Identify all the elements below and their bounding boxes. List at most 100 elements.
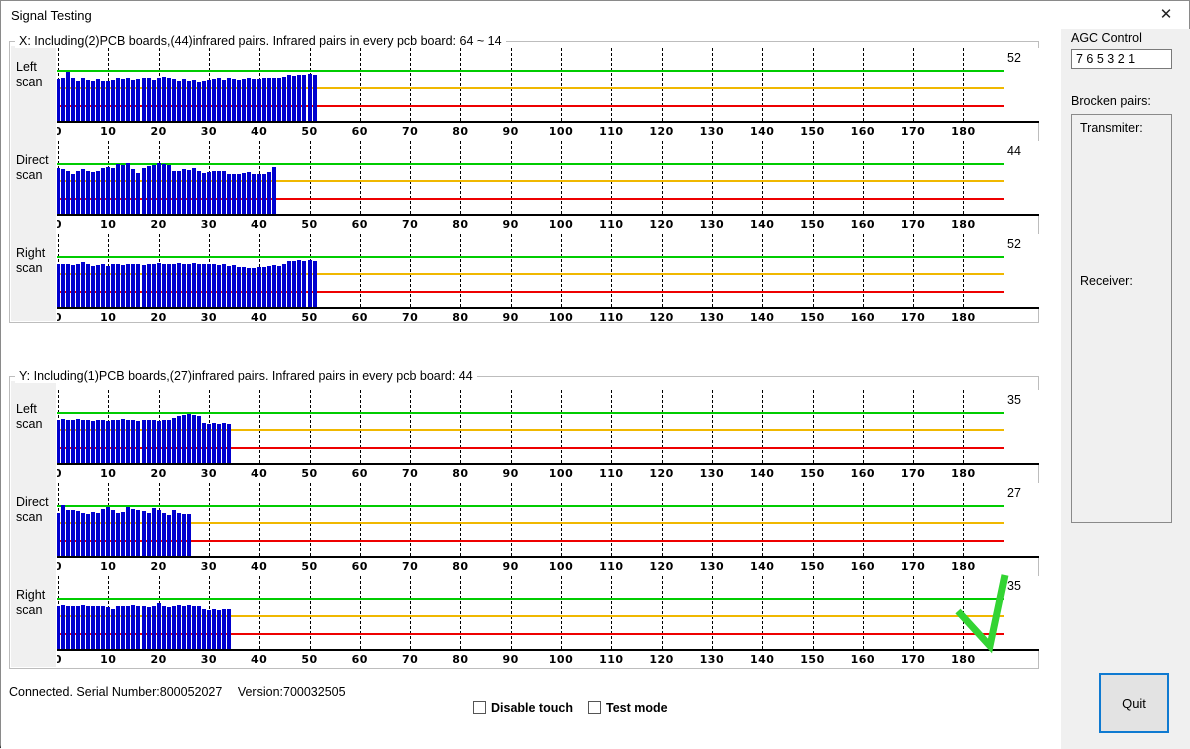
gridline xyxy=(661,234,663,307)
yellow-threshold-line xyxy=(57,273,1004,275)
x-tick-label: 150 xyxy=(800,653,825,666)
x-tick-label: 90 xyxy=(502,467,519,480)
disable-touch-checkbox[interactable]: Disable touch xyxy=(473,699,573,715)
gridline xyxy=(862,390,864,463)
x-tick-label: 0 xyxy=(57,311,63,324)
signal-bar xyxy=(176,262,181,307)
x-tick-label: 100 xyxy=(548,125,574,138)
window-title: Signal Testing xyxy=(11,8,92,23)
signal-bar xyxy=(156,421,161,463)
gridline xyxy=(410,48,412,121)
gridline xyxy=(309,390,311,463)
signal-bar xyxy=(272,166,277,214)
signal-plot xyxy=(57,576,1039,651)
signal-bar xyxy=(232,79,237,121)
x-tick-label: 0 xyxy=(57,560,63,573)
x-tick-label: 100 xyxy=(548,467,574,480)
yellow-threshold-line xyxy=(57,429,1004,431)
signal-bar xyxy=(96,171,101,214)
gridline xyxy=(460,483,462,556)
signal-bar xyxy=(101,508,106,556)
agc-control-input[interactable] xyxy=(1071,49,1172,69)
signal-bar xyxy=(126,606,131,649)
signal-bar xyxy=(191,168,196,214)
signal-bar xyxy=(196,415,201,463)
signal-bar xyxy=(191,415,196,463)
x-tick-label: 40 xyxy=(251,467,268,480)
signal-plot xyxy=(57,48,1039,123)
signal-bar xyxy=(156,262,161,307)
agc-control-label: AGC Control xyxy=(1071,31,1142,45)
signal-bar xyxy=(252,173,257,214)
signal-bar xyxy=(312,261,317,307)
x-tick-label: 30 xyxy=(200,560,218,573)
signal-bar xyxy=(186,263,191,307)
x-tick-label: 80 xyxy=(452,218,469,231)
signal-bar xyxy=(297,259,302,307)
signal-bar xyxy=(161,263,166,307)
x-tick-label: 30 xyxy=(200,218,218,231)
signal-bar xyxy=(176,604,181,649)
red-threshold-line xyxy=(57,291,1004,293)
x-tick-label: 20 xyxy=(150,218,167,231)
gridline xyxy=(561,234,562,307)
gridline xyxy=(711,390,713,463)
gridline xyxy=(410,483,412,556)
signal-bar xyxy=(61,418,66,463)
x-tick-label: 50 xyxy=(301,125,318,138)
gridline xyxy=(762,141,764,214)
x-tick-label: 160 xyxy=(850,560,876,573)
signal-bar xyxy=(196,263,201,307)
gridline xyxy=(259,576,261,649)
checkbox-icon[interactable] xyxy=(473,701,486,714)
gridline xyxy=(309,483,311,556)
x-tick-label: 30 xyxy=(200,311,218,324)
signal-bar xyxy=(86,264,91,307)
signal-bar xyxy=(221,79,226,121)
signal-bar xyxy=(166,78,171,121)
x-tick-label: 120 xyxy=(649,467,674,480)
signal-bar xyxy=(76,80,81,121)
red-threshold-line xyxy=(57,105,1004,107)
close-icon[interactable]: ✕ xyxy=(1159,6,1173,23)
signal-bar xyxy=(201,80,206,121)
broken-pairs-box: Transmiter: Receiver: xyxy=(1071,114,1172,523)
signal-bar xyxy=(221,170,226,214)
green-threshold-line xyxy=(57,411,1004,414)
signal-bar xyxy=(57,264,60,307)
x-tick-label: 170 xyxy=(900,467,926,480)
x-tick-label: 160 xyxy=(850,218,876,231)
gridline xyxy=(862,576,864,649)
signal-bar xyxy=(171,263,176,307)
signal-bar xyxy=(216,610,221,649)
signal-bar xyxy=(136,79,141,121)
gridline xyxy=(661,48,663,121)
gridline xyxy=(913,141,915,214)
signal-bar xyxy=(206,424,211,463)
x-tick-label: 40 xyxy=(251,125,268,138)
x-tick-label: 50 xyxy=(301,653,318,666)
gridline xyxy=(963,141,965,214)
gridline xyxy=(661,390,663,463)
signal-plot xyxy=(57,141,1039,216)
signal-bar xyxy=(176,171,181,214)
signal-bar xyxy=(57,605,60,649)
test-mode-checkbox[interactable]: Test mode xyxy=(588,699,668,715)
signal-bar xyxy=(161,163,166,214)
peak-value: 44 xyxy=(1007,144,1021,158)
signal-bar xyxy=(227,265,232,307)
quit-button[interactable]: Quit xyxy=(1099,673,1169,733)
signal-bar xyxy=(66,171,71,214)
checkbox-icon[interactable] xyxy=(588,701,601,714)
signal-bar xyxy=(287,260,292,307)
signal-bar xyxy=(141,511,146,556)
signal-bar xyxy=(136,509,141,556)
signal-bar xyxy=(186,604,191,649)
gridline xyxy=(510,48,512,121)
signal-bar xyxy=(146,263,151,307)
signal-bar xyxy=(151,606,156,649)
gridline xyxy=(460,141,462,214)
x-tick-label: 130 xyxy=(699,467,725,480)
x-tick-label: 120 xyxy=(649,653,674,666)
signal-bar xyxy=(191,605,196,649)
